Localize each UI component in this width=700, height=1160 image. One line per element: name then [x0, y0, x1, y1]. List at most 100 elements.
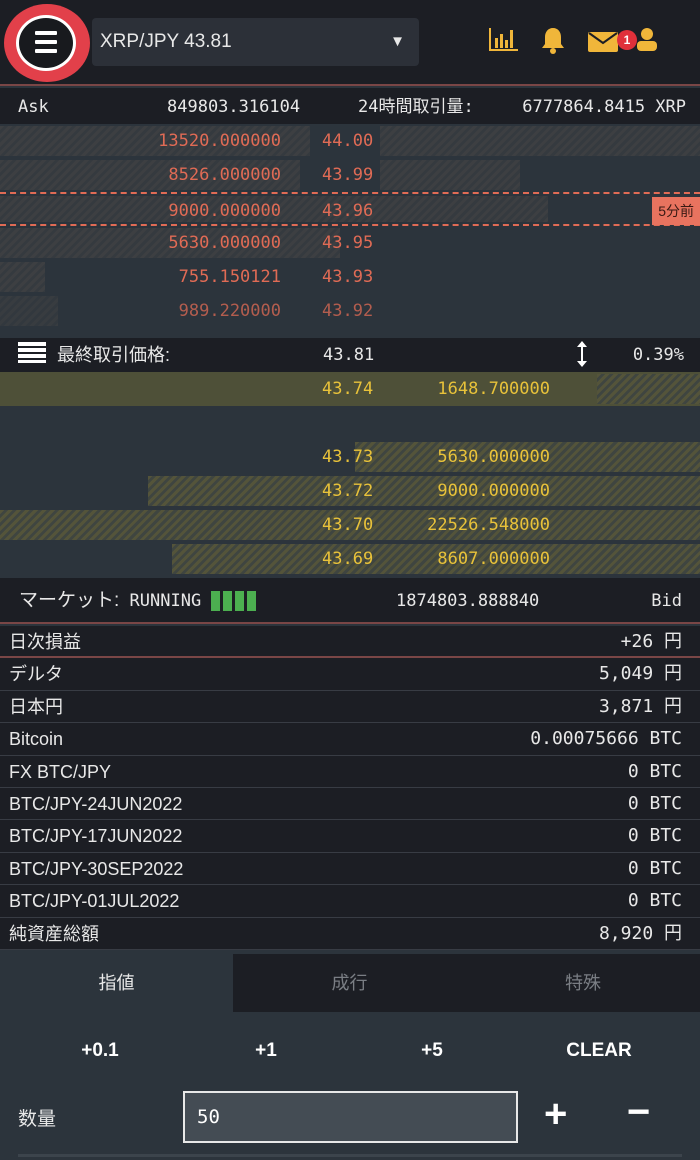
mail-icon[interactable] [588, 30, 618, 58]
ask-row[interactable]: 13520.000000 44.00 [0, 124, 700, 158]
balance-value: 0 BTC [627, 890, 682, 912]
balance-label: 純資産総額 [9, 923, 99, 944]
bell-icon[interactable] [540, 26, 566, 60]
volume-label: 24時間取引量: [358, 97, 474, 117]
bid-total: 1874803.888840 [396, 591, 540, 611]
ask-qty: 755.150121 [178, 267, 281, 287]
ask-qty: 13520.000000 [158, 131, 281, 151]
bid-row[interactable]: 43.73 5630.000000 [0, 440, 700, 474]
balance-value: 0 BTC [627, 857, 682, 879]
time-tag: 5分前 [652, 197, 700, 225]
ask-header: Ask 849803.316104 24時間取引量: 6777864.8415 … [0, 88, 700, 124]
last-trade-label: 最終取引価格: [57, 345, 171, 365]
balance-value: 5,049 円 [598, 663, 682, 685]
bid-qty: 5630.000000 [437, 447, 550, 467]
ask-price: 43.93 [322, 267, 374, 287]
balance-row: 日次損益 +26 円 [0, 626, 700, 659]
bid-price: 43.74 [322, 379, 374, 399]
ask-price: 43.92 [322, 301, 374, 321]
bid-price: 43.70 [322, 515, 374, 535]
market-bar: マーケット: RUNNING 1874803.888840 Bid [0, 578, 700, 624]
ask-qty: 9000.000000 [168, 201, 281, 221]
vertical-arrows-icon[interactable] [575, 340, 589, 380]
ask-label: Ask [18, 97, 49, 117]
pair-select-value: XRP/JPY 43.81 [100, 31, 232, 52]
bid-price: 43.73 [322, 447, 374, 467]
add-1-button[interactable]: +1 [255, 1040, 277, 1061]
top-bar: XRP/JPY 43.81 ▼ 1 [0, 0, 700, 86]
ask-total: 849803.316104 [167, 97, 301, 117]
bid-qty: 8607.000000 [437, 549, 550, 569]
ask-price: 43.95 [322, 233, 374, 253]
bid-qty: 1648.700000 [437, 379, 550, 399]
pair-select[interactable]: XRP/JPY 43.81 ▼ [92, 18, 419, 66]
balance-value: 8,920 円 [598, 922, 682, 944]
minus-button[interactable]: − [627, 1090, 651, 1134]
balance-row: BTC/JPY-30SEP2022 0 BTC [0, 852, 700, 886]
list-icon[interactable] [18, 341, 46, 375]
ask-qty: 8526.000000 [168, 165, 281, 185]
ask-row[interactable]: 989.220000 43.92 [0, 294, 700, 328]
bid-row[interactable]: 43.70 22526.548000 [0, 508, 700, 542]
bid-row[interactable]: 43.69 8607.000000 [0, 542, 700, 576]
balance-row: デルタ 5,049 円 [0, 658, 700, 691]
menu-icon [16, 15, 76, 71]
tab-limit[interactable]: 指値 [0, 954, 233, 1012]
balance-label: 日本円 [9, 696, 63, 717]
bid-qty: 9000.000000 [437, 481, 550, 501]
balance-label: FX BTC/JPY [9, 761, 112, 782]
balance-row: Bitcoin 0.00075666 BTC [0, 723, 700, 756]
balance-value: 0 BTC [627, 792, 682, 814]
balance-label: BTC/JPY-30SEP2022 [9, 858, 184, 879]
ask-price: 43.99 [322, 165, 374, 185]
balance-row: 純資産総額 8,920 円 [0, 917, 700, 950]
menu-button[interactable] [4, 4, 90, 82]
balance-table: 日次損益 +26 円デルタ 5,049 円日本円 3,871 円 Bitcoin 0.00… [0, 626, 700, 950]
quantity-label: 数量 [18, 1109, 57, 1130]
plus-button[interactable]: + [544, 1092, 568, 1136]
ask-row[interactable]: 9000.000000 43.96 5分前 [0, 192, 700, 226]
balance-row: 日本円 3,871 円 [0, 690, 700, 724]
divider [18, 1154, 682, 1157]
balance-value: 0.00075666 BTC [530, 728, 682, 750]
tab-special[interactable]: 特殊 [565, 973, 601, 993]
balance-value: 0 BTC [627, 760, 682, 782]
balance-row: BTC/JPY-01JUL2022 0 BTC [0, 885, 700, 918]
user-icon[interactable] [636, 27, 658, 57]
balance-row: FX BTC/JPY 0 BTC [0, 755, 700, 788]
balance-label: BTC/JPY-17JUN2022 [9, 826, 183, 847]
balance-value: 3,871 円 [598, 695, 682, 717]
balance-label: 日次損益 [9, 632, 81, 652]
bid-row[interactable]: 43.72 9000.000000 [0, 474, 700, 508]
tab-market[interactable]: 成行 [331, 973, 368, 993]
balance-value: +26 円 [620, 631, 682, 652]
market-label: マーケット: [19, 590, 120, 611]
bid-row[interactable]: 43.74 1648.700000 [0, 372, 700, 406]
last-trade-bar: 最終取引価格: 43.81 0.39% [0, 338, 700, 372]
balance-label: Bitcoin [9, 729, 64, 750]
market-status-value: RUNNING [129, 591, 202, 611]
bid-price: 43.69 [322, 549, 374, 569]
signal-bars-icon [211, 591, 259, 611]
change-percent: 0.39% [632, 345, 684, 365]
market-status: マーケット: RUNNING [19, 578, 259, 624]
quantity-input[interactable] [183, 1091, 518, 1143]
ask-row[interactable]: 8526.000000 43.99 [0, 158, 700, 192]
balance-label: デルタ [9, 664, 63, 685]
mail-badge: 1 [617, 30, 637, 50]
last-trade-price: 43.81 [323, 345, 375, 365]
ask-price: 44.00 [322, 131, 374, 151]
chart-icon[interactable] [488, 26, 520, 58]
volume-value: 6777864.8415 XRP [522, 97, 686, 117]
add-0.1-button[interactable]: +0.1 [81, 1040, 119, 1061]
add-5-button[interactable]: +5 [421, 1040, 443, 1061]
balance-row: BTC/JPY-17JUN2022 0 BTC [0, 820, 700, 853]
chevron-down-icon: ▼ [390, 33, 405, 50]
clear-button[interactable]: CLEAR [566, 1040, 632, 1061]
ask-qty: 989.220000 [178, 301, 281, 321]
ask-row[interactable]: 755.150121 43.93 [0, 260, 700, 294]
ask-price: 43.96 [322, 201, 374, 221]
bid-label: Bid [651, 591, 682, 611]
balance-value: 0 BTC [627, 825, 682, 847]
ask-row[interactable]: 5630.000000 43.95 [0, 226, 700, 260]
